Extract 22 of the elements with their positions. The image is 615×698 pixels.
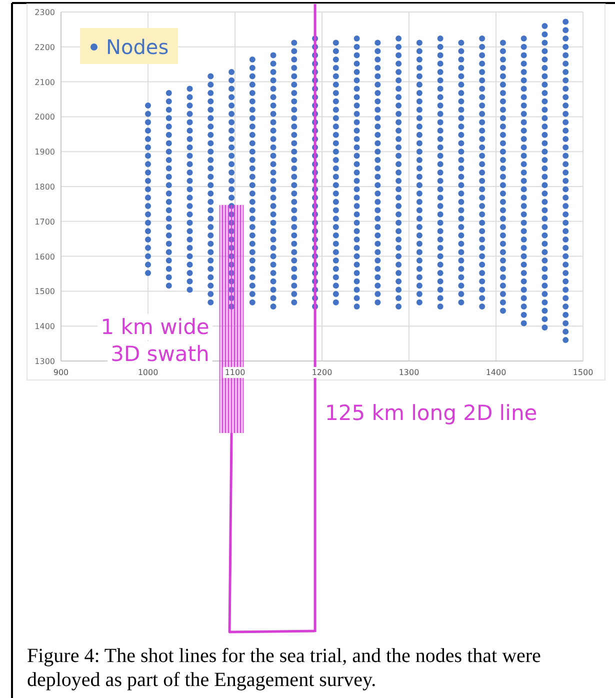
y-tick-label: 1600 (34, 252, 55, 262)
y-tick-label: 1500 (34, 287, 55, 296)
y-tick-label: 1300 (34, 357, 55, 366)
y-tick-label: 1900 (34, 148, 55, 157)
x-tick-label: 1200 (312, 368, 332, 377)
y-tick-label: 2300 (34, 8, 55, 17)
y-tick-label: 2100 (34, 78, 55, 87)
x-tick-label: 1000 (138, 368, 158, 377)
x-tick-label: 900 (53, 368, 69, 377)
y-tick-label: 1400 (34, 322, 55, 332)
x-tick-label: 1500 (572, 368, 594, 377)
x-tick-label: 1400 (486, 368, 506, 377)
y-tick-label: 1800 (34, 182, 55, 192)
ref-line-label: 125 km long 2D line (325, 401, 538, 425)
x-tick-label: 1100 (224, 368, 246, 377)
x-tick-label: 1300 (398, 368, 420, 377)
y-tick-label: 2000 (34, 112, 55, 122)
caption: Figure 4: The shot lines for the sea trial, and the nodes that were deployed as part of the Engagement survey. (27, 645, 542, 691)
y-tick-label: 2200 (34, 42, 55, 52)
y-tick-label: 1700 (34, 217, 55, 226)
legend-label: Nodes (106, 35, 169, 59)
band-label: 1 km wide 3D swath (100, 315, 210, 366)
